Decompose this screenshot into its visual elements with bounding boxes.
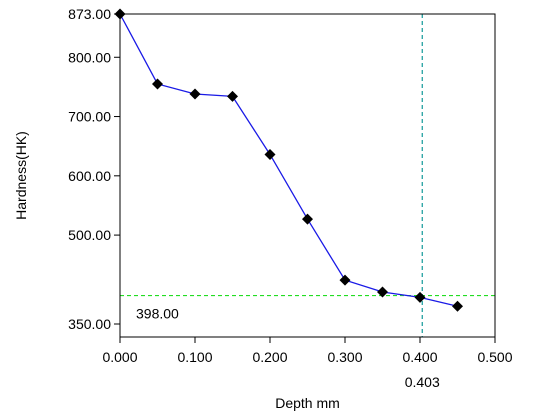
layer-series	[114, 8, 463, 312]
x-tick-label: 0.300	[327, 349, 362, 365]
plot-frame	[119, 13, 496, 338]
data-point	[339, 274, 351, 286]
layer-axes	[114, 13, 496, 343]
data-point	[302, 213, 313, 225]
y-tick-label: 873.00	[68, 6, 111, 22]
data-point	[414, 291, 426, 303]
x-axis-label: Depth mm	[275, 395, 340, 411]
data-point	[264, 148, 276, 160]
layer-text: 398.00 0.403 350.00 500.00 600.00 700.00 800.0…	[68, 6, 513, 390]
y-tick-label: 600.00	[68, 168, 111, 184]
x-tick-label: 0.000	[102, 349, 137, 365]
y-tick-label: 700.00	[68, 109, 111, 125]
data-point	[227, 90, 238, 102]
y-axis-label: Hardness(HK)	[13, 131, 29, 220]
layer-lines	[120, 14, 495, 337]
y-tick-label: 350.00	[68, 316, 111, 332]
reference-label-horizontal: 398.00	[136, 306, 179, 322]
series-line	[119, 13, 458, 307]
data-point	[377, 286, 388, 298]
data-point	[114, 8, 126, 20]
data-point	[152, 78, 163, 90]
x-tick-label: 0.400	[402, 349, 437, 365]
data-point	[452, 300, 463, 312]
x-tick-label: 0.100	[177, 349, 212, 365]
y-tick-label: 500.00	[68, 227, 111, 243]
y-tick-label: 800.00	[68, 49, 111, 65]
reference-label-vertical: 0.403	[405, 374, 440, 390]
x-tick-label: 0.500	[477, 349, 512, 365]
data-point	[189, 88, 201, 100]
x-tick-label: 0.200	[252, 349, 287, 365]
